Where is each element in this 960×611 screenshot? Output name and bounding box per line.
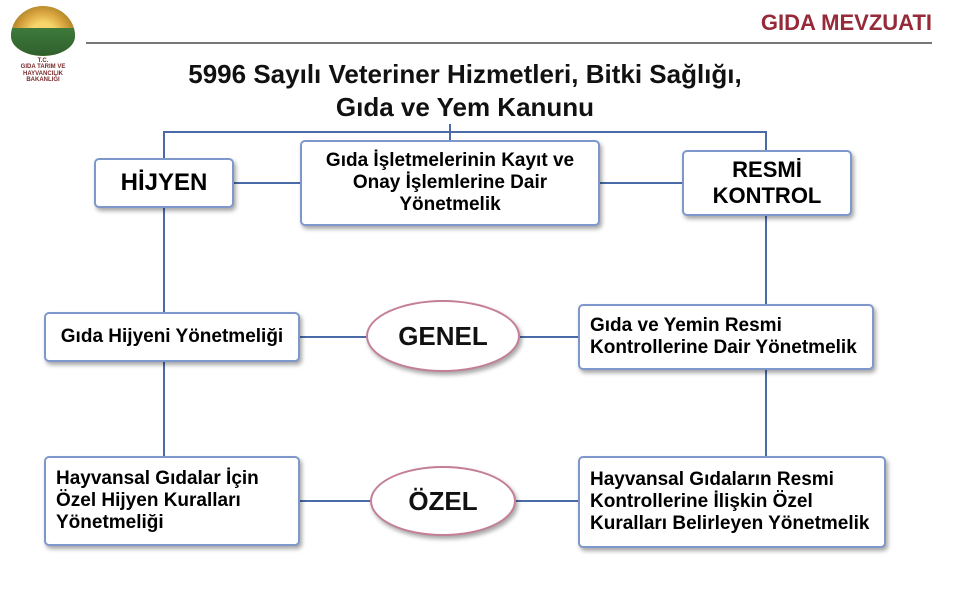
node-label: RESMİKONTROL: [713, 157, 822, 209]
node-gida-yemin: Gıda ve Yemin Resmi Kontrollerine Dair Y…: [578, 304, 874, 370]
main-title: 5996 Sayılı Veteriner Hizmetleri, Bitki …: [120, 58, 810, 123]
main-title-line2: Gıda ve Yem Kanunu: [336, 92, 594, 122]
node-label: Hayvansal Gıdaların Resmi Kontrollerine …: [590, 469, 874, 535]
node-middle-regulation: Gıda İşletmelerinin Kayıt ve Onay İşleml…: [300, 140, 600, 226]
node-label: Gıda Hijyeni Yönetmeliği: [61, 326, 283, 348]
node-hijyen: HİJYEN: [94, 158, 234, 208]
node-resmi-kontrol: RESMİKONTROL: [682, 150, 852, 216]
node-ozel: ÖZEL: [370, 466, 516, 536]
node-hayvansal-kontrol: Hayvansal Gıdaların Resmi Kontrollerine …: [578, 456, 886, 548]
logo-text: T.C.GIDA TARIM VE HAYVANCILIKBAKANLIĞI: [4, 58, 82, 84]
node-label: GENEL: [398, 321, 488, 352]
node-genel: GENEL: [366, 300, 520, 372]
node-label: Gıda İşletmelerinin Kayıt ve Onay İşleml…: [312, 150, 588, 216]
node-label: Gıda ve Yemin Resmi Kontrollerine Dair Y…: [590, 315, 862, 359]
ministry-logo: T.C.GIDA TARIM VE HAYVANCILIKBAKANLIĞI: [4, 6, 82, 84]
node-label: ÖZEL: [408, 486, 477, 517]
node-hayvansal-hijyen: Hayvansal Gıdalar İçin Özel Hijyen Kural…: [44, 456, 300, 546]
node-gida-hijyeni: Gıda Hijyeni Yönetmeliği: [44, 312, 300, 362]
header-divider: [86, 42, 932, 44]
main-title-line1: 5996 Sayılı Veteriner Hizmetleri, Bitki …: [188, 59, 741, 89]
page-title: GIDA MEVZUATI: [761, 10, 932, 36]
node-label: Hayvansal Gıdalar İçin Özel Hijyen Kural…: [56, 468, 288, 534]
node-label: HİJYEN: [121, 169, 208, 197]
logo-mark: [11, 6, 75, 56]
